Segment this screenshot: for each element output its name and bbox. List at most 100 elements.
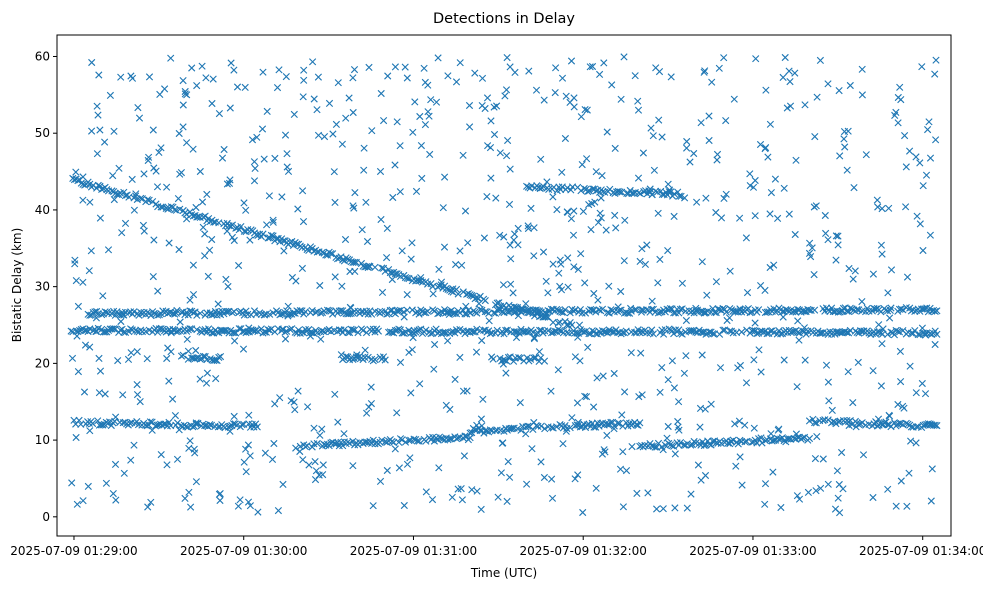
detection-marker	[524, 422, 532, 430]
detection-marker	[148, 426, 156, 434]
detection-marker	[610, 425, 618, 433]
detection-marker	[648, 326, 656, 334]
detection-marker	[273, 84, 282, 92]
detection-marker	[312, 467, 320, 475]
detection-marker	[581, 392, 589, 400]
detection-marker	[283, 163, 291, 171]
detection-marker	[659, 505, 667, 513]
detection-marker	[836, 509, 844, 517]
detection-marker	[713, 156, 721, 164]
detection-marker	[801, 101, 809, 109]
detection-marker	[396, 326, 404, 334]
detection-marker	[268, 455, 277, 463]
detection-marker	[242, 468, 250, 476]
detection-marker	[885, 204, 893, 212]
detection-marker	[331, 198, 339, 206]
detection-marker	[716, 364, 725, 372]
detection-marker	[235, 261, 243, 270]
detection-marker	[742, 234, 750, 242]
detection-marker	[620, 53, 628, 61]
detection-marker	[204, 272, 212, 280]
detection-marker	[483, 94, 492, 102]
detection-marker	[777, 330, 785, 338]
detection-marker	[833, 328, 841, 336]
detection-marker	[792, 156, 800, 164]
detection-marker	[549, 193, 557, 201]
y-tick-label: 60	[35, 49, 50, 63]
detection-marker	[608, 81, 616, 89]
detection-marker	[607, 306, 615, 314]
detection-marker	[92, 327, 100, 335]
detection-marker	[707, 400, 715, 408]
detection-marker	[822, 361, 831, 369]
detection-marker	[331, 390, 339, 398]
detection-marker	[757, 434, 765, 442]
detection-marker	[682, 352, 690, 360]
detection-marker	[783, 104, 791, 112]
detection-marker	[193, 311, 201, 319]
detection-marker	[174, 195, 182, 203]
detection-marker	[700, 441, 708, 450]
detection-marker	[696, 404, 705, 412]
detection-marker	[793, 383, 801, 391]
detection-marker	[154, 287, 162, 295]
detection-marker	[258, 125, 267, 133]
detection-marker	[263, 221, 271, 229]
detection-marker	[192, 420, 200, 428]
detection-marker	[311, 458, 319, 466]
detection-marker	[85, 267, 93, 275]
detection-marker	[896, 83, 904, 91]
detection-marker	[310, 95, 318, 103]
x-axis-label: Time (UTC)	[470, 566, 537, 580]
detection-marker	[708, 78, 716, 86]
detection-marker	[405, 436, 413, 445]
detection-marker	[250, 307, 259, 315]
detection-marker	[924, 126, 932, 134]
detection-marker	[120, 469, 128, 477]
detection-marker	[157, 203, 165, 211]
detection-marker	[208, 99, 216, 108]
detection-marker	[598, 172, 606, 180]
detection-marker	[668, 442, 676, 450]
detection-marker	[95, 354, 103, 362]
detection-marker	[677, 192, 685, 200]
detection-marker	[173, 455, 182, 463]
detection-marker	[770, 261, 778, 269]
detection-marker	[487, 174, 495, 182]
detection-marker	[912, 389, 920, 397]
detection-marker	[300, 66, 308, 74]
detection-marker	[465, 101, 474, 110]
detection-marker	[588, 199, 596, 208]
detection-marker	[693, 308, 702, 316]
detection-marker	[253, 133, 261, 141]
detection-marker	[919, 182, 927, 190]
detection-marker	[74, 177, 82, 185]
detection-marker	[330, 168, 338, 176]
detection-marker	[539, 248, 548, 256]
detection-marker	[236, 496, 244, 504]
detection-marker	[216, 490, 224, 498]
detection-marker	[246, 452, 254, 460]
detection-marker	[499, 360, 507, 368]
detection-marker	[532, 86, 541, 94]
detection-marker	[409, 128, 417, 136]
detection-marker	[225, 179, 234, 187]
detection-marker	[762, 144, 770, 152]
detection-marker	[342, 114, 350, 122]
detection-marker	[504, 353, 513, 361]
detection-marker	[816, 329, 824, 337]
detection-marker	[306, 332, 314, 340]
detection-marker	[481, 104, 489, 113]
detection-marker	[583, 106, 591, 114]
detection-marker	[473, 421, 481, 429]
detection-marker	[791, 69, 799, 77]
detection-marker	[381, 356, 389, 364]
detection-marker	[363, 237, 372, 246]
x-tick-label: 2025-07-09 01:30:00	[180, 544, 307, 558]
detection-marker	[664, 422, 672, 431]
detection-marker	[736, 306, 744, 314]
detection-marker	[271, 154, 279, 162]
detection-marker	[862, 151, 870, 159]
detection-marker	[127, 72, 135, 80]
x-tick-label: 2025-07-09 01:33:00	[689, 544, 816, 558]
